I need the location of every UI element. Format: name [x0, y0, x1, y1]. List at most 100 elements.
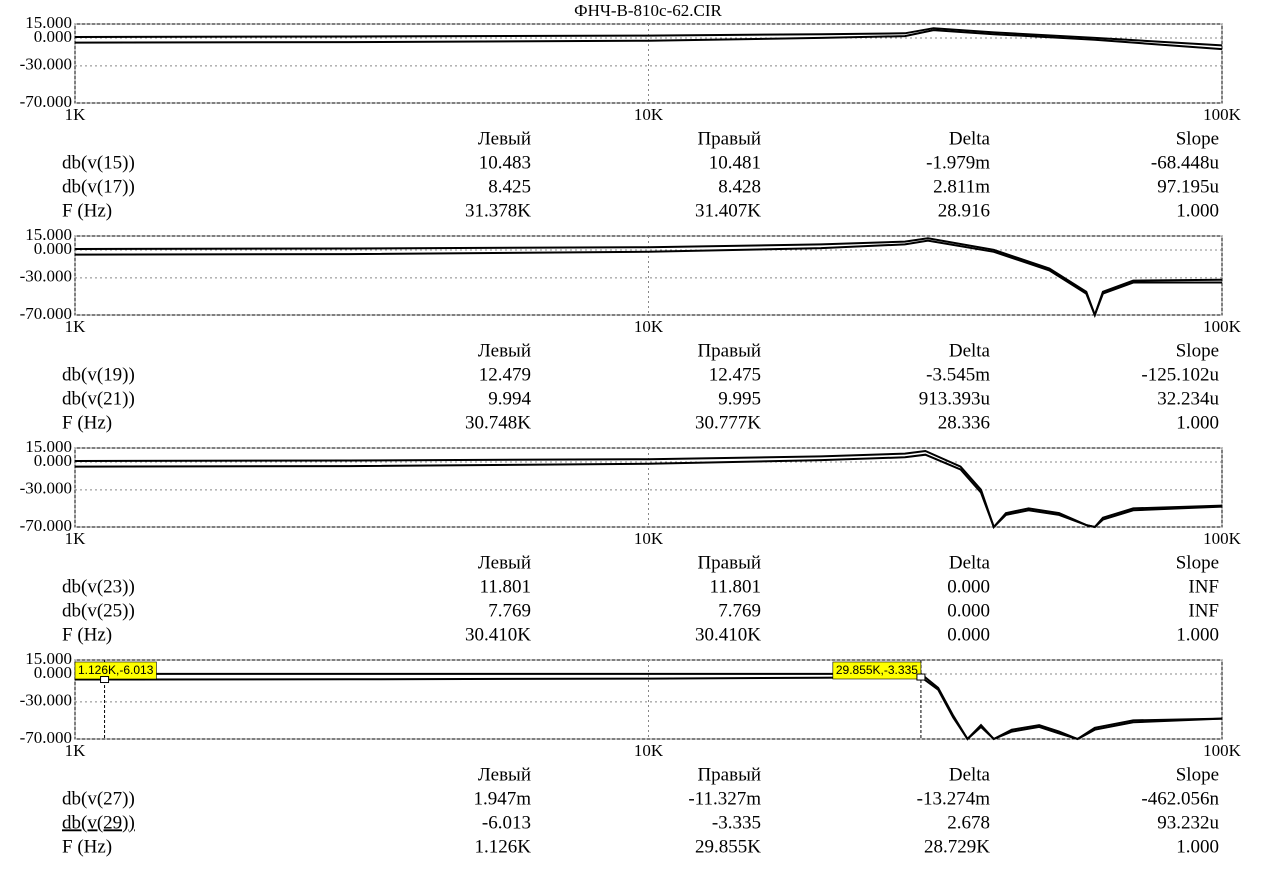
y-tick-label: 0.000 — [34, 451, 72, 470]
table-cell: -125.102u — [1141, 364, 1219, 385]
y-tick-label: 0.000 — [34, 239, 72, 258]
table-cell: 28.729K — [924, 836, 990, 857]
annotation-label: 1.126K,-6.013 — [78, 663, 154, 677]
table-cell: 1.000 — [1176, 624, 1219, 645]
x-tick-label: 10K — [634, 105, 664, 124]
table-cell: 11.801 — [709, 576, 761, 597]
y-tick-label: -30.000 — [20, 479, 72, 498]
annotation-box — [832, 661, 922, 680]
column-header: Левый — [478, 764, 531, 785]
column-header: Правый — [697, 552, 761, 573]
table-cell: 7.769 — [488, 600, 531, 621]
series-line — [74, 453, 1223, 529]
table-cell: 30.410K — [695, 624, 761, 645]
table-cell: 0.000 — [947, 624, 990, 645]
cursor-marker — [916, 673, 926, 681]
x-tick-label: 100K — [1203, 529, 1242, 548]
table-cell: 29.855K — [695, 836, 761, 857]
table-cell: 8.425 — [488, 176, 531, 197]
table-cell: 9.994 — [488, 388, 531, 409]
y-tick-label: -30.000 — [20, 691, 72, 710]
y-tick-label: 15.000 — [25, 225, 72, 244]
y-tick-label: -70.000 — [20, 516, 72, 535]
table-cell: -13.274m — [917, 788, 991, 809]
table-cell: 30.777K — [695, 412, 761, 433]
row-label: F (Hz) — [62, 200, 112, 221]
x-tick-label: 10K — [634, 529, 664, 548]
y-tick-label: 15.000 — [25, 649, 72, 668]
table-cell: INF — [1188, 600, 1219, 621]
table-cell: 28.916 — [938, 200, 990, 221]
column-header: Правый — [697, 764, 761, 785]
column-header: Левый — [478, 340, 531, 361]
x-tick-label: 1K — [65, 741, 87, 760]
table-cell: -3.335 — [712, 812, 761, 833]
x-tick-label: 100K — [1203, 105, 1242, 124]
series-line — [74, 27, 1223, 47]
column-header: Slope — [1176, 552, 1219, 573]
table-cell: 11.801 — [479, 576, 531, 597]
annotation-box — [74, 661, 157, 680]
column-header: Правый — [697, 340, 761, 361]
table-cell: 8.428 — [718, 176, 761, 197]
row-label: F (Hz) — [62, 836, 112, 857]
series-line — [74, 237, 1223, 318]
y-tick-label: -30.000 — [20, 267, 72, 286]
table-cell: 1.126K — [475, 836, 532, 857]
table-cell: 7.769 — [718, 600, 761, 621]
table-cell: 30.410K — [465, 624, 531, 645]
x-tick-label: 10K — [634, 741, 664, 760]
x-tick-label: 1K — [65, 317, 87, 336]
row-label: db(v(29)) — [62, 812, 135, 833]
table-cell: -1.979m — [926, 152, 990, 173]
series-line — [74, 239, 1222, 318]
annotation-label: 29.855K,-3.335 — [836, 663, 918, 677]
table-cell: 1.000 — [1176, 412, 1219, 433]
y-tick-label: 15.000 — [25, 437, 72, 456]
table-cell: -6.013 — [482, 812, 531, 833]
row-label: db(v(21)) — [62, 388, 135, 409]
table-cell: 28.336 — [938, 412, 990, 433]
table-cell: -3.545m — [926, 364, 990, 385]
y-tick-label: -30.000 — [20, 55, 72, 74]
row-label: db(v(23)) — [62, 576, 135, 597]
row-label: db(v(15)) — [62, 152, 135, 173]
table-cell: 12.479 — [479, 364, 531, 385]
table-cell: 9.995 — [718, 388, 761, 409]
table-cell: 0.000 — [947, 576, 990, 597]
column-header: Левый — [478, 128, 531, 149]
table-cell: -68.448u — [1151, 152, 1220, 173]
column-header: Delta — [949, 552, 991, 573]
column-header: Правый — [697, 128, 761, 149]
table-cell: -462.056n — [1141, 788, 1219, 809]
x-tick-label: 100K — [1203, 741, 1242, 760]
y-tick-label: 0.000 — [34, 663, 72, 682]
column-header: Delta — [949, 128, 991, 149]
table-cell: 93.232u — [1157, 812, 1219, 833]
table-cell: 10.481 — [709, 152, 761, 173]
x-tick-label: 1K — [65, 529, 87, 548]
row-label: db(v(19)) — [62, 364, 135, 385]
table-cell: 10.483 — [479, 152, 531, 173]
y-tick-label: 15.000 — [25, 13, 72, 32]
window-title: ФНЧ-В-810с-62.CIR — [574, 1, 722, 20]
table-cell: 32.234u — [1157, 388, 1219, 409]
table-cell: 2.678 — [947, 812, 990, 833]
row-label: db(v(17)) — [62, 176, 135, 197]
column-header: Левый — [478, 552, 531, 573]
row-label: F (Hz) — [62, 624, 112, 645]
y-tick-label: -70.000 — [20, 728, 72, 747]
column-header: Slope — [1176, 764, 1219, 785]
series-line — [74, 29, 1223, 51]
table-cell: 31.378K — [465, 200, 531, 221]
x-tick-label: 100K — [1203, 317, 1242, 336]
cursor-marker — [100, 676, 110, 684]
table-cell: INF — [1188, 576, 1219, 597]
table-cell: 1.947m — [473, 788, 531, 809]
column-header: Delta — [949, 340, 991, 361]
y-tick-label: -70.000 — [20, 304, 72, 323]
column-header: Slope — [1176, 128, 1219, 149]
table-cell: 0.000 — [947, 600, 990, 621]
